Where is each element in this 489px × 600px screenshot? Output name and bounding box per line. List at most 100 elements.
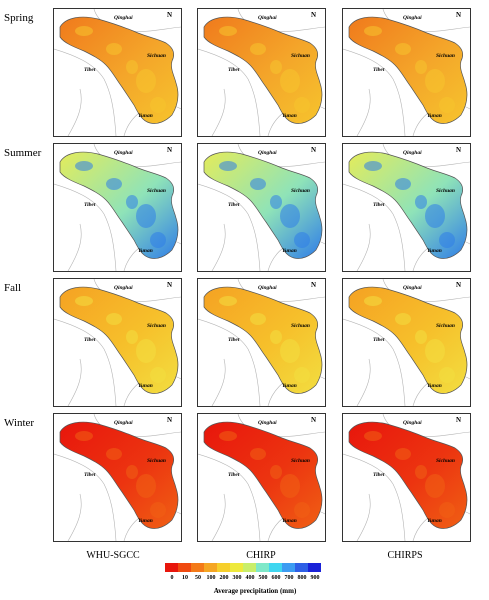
- legend-break-label: 200: [219, 575, 229, 581]
- province-label-yunan: Yunan: [282, 383, 297, 389]
- legend-swatch: [230, 563, 243, 572]
- province-label-sichuan: Sichuan: [147, 53, 166, 59]
- province-label-yunan: Yunan: [138, 383, 153, 389]
- map-panel-fall-whu-sgcc: Qinghai Sichuan Tibet Yunan N: [53, 278, 182, 407]
- province-boundary: [211, 223, 226, 271]
- basin-map: [198, 144, 325, 271]
- precip-patch: [136, 69, 156, 93]
- precip-patch: [270, 330, 282, 344]
- precip-patch: [364, 26, 382, 36]
- legend-swatch: [295, 563, 308, 572]
- precip-patch: [106, 43, 122, 55]
- season-label-winter: Winter: [4, 417, 35, 429]
- legend-break-label: 50: [195, 575, 201, 581]
- province-boundary: [198, 183, 261, 271]
- province-label-qinghai: Qinghai: [403, 285, 422, 291]
- precip-patch: [280, 69, 300, 93]
- legend-swatch: [308, 563, 321, 572]
- map-panel-summer-chirp: Qinghai Sichuan Tibet Yunan N: [197, 143, 326, 272]
- precip-patch: [75, 431, 93, 441]
- precip-patch: [106, 448, 122, 460]
- legend-break-label: 0: [170, 575, 174, 581]
- province-boundary: [67, 493, 82, 541]
- precip-patch: [219, 431, 237, 441]
- north-arrow-icon: N: [311, 416, 317, 424]
- legend-swatch: [217, 563, 230, 572]
- precip-patch: [415, 465, 427, 479]
- basin-map: [54, 144, 181, 271]
- basin-map: [54, 414, 181, 541]
- precip-patch: [250, 43, 266, 55]
- province-label-yunan: Yunan: [427, 383, 442, 389]
- precip-patch: [219, 161, 237, 171]
- legend-break-label: 100: [206, 575, 216, 581]
- basin-map: [198, 9, 325, 136]
- season-label-summer: Summer: [4, 147, 42, 159]
- season-label-spring: Spring: [4, 12, 34, 24]
- basin-shape: [348, 16, 468, 124]
- precip-patch: [439, 367, 455, 383]
- province-label-qinghai: Qinghai: [114, 285, 133, 291]
- precip-patch: [75, 161, 93, 171]
- province-label-tibet: Tibet: [228, 202, 240, 208]
- precip-patch: [219, 26, 237, 36]
- province-label-tibet: Tibet: [84, 337, 96, 343]
- province-label-sichuan: Sichuan: [147, 323, 166, 329]
- province-boundary: [343, 453, 406, 541]
- province-label-tibet: Tibet: [373, 67, 385, 73]
- legend-break-label: 500: [258, 575, 268, 581]
- precip-patch: [280, 474, 300, 498]
- province-boundary: [211, 493, 226, 541]
- north-arrow-icon: N: [311, 281, 317, 289]
- precip-patch: [150, 97, 166, 113]
- north-arrow-icon: N: [456, 416, 462, 424]
- province-boundary: [67, 358, 82, 406]
- precip-patch: [294, 97, 310, 113]
- precip-patch: [395, 448, 411, 460]
- province-label-qinghai: Qinghai: [258, 285, 277, 291]
- province-label-tibet: Tibet: [373, 202, 385, 208]
- basin-shape: [203, 151, 323, 259]
- north-arrow-icon: N: [311, 146, 317, 154]
- province-label-qinghai: Qinghai: [258, 15, 277, 21]
- legend-swatch: [165, 563, 178, 572]
- precip-patch: [136, 339, 156, 363]
- precip-patch: [270, 465, 282, 479]
- legend-break-label: 10: [182, 575, 188, 581]
- province-label-qinghai: Qinghai: [114, 420, 133, 426]
- province-boundary: [67, 223, 82, 271]
- precip-patch: [439, 97, 455, 113]
- province-label-sichuan: Sichuan: [291, 188, 310, 194]
- province-label-tibet: Tibet: [84, 67, 96, 73]
- province-boundary: [343, 183, 406, 271]
- precip-patch: [395, 178, 411, 190]
- precip-patch: [270, 195, 282, 209]
- province-label-tibet: Tibet: [373, 472, 385, 478]
- precip-patch: [250, 178, 266, 190]
- map-panel-winter-whu-sgcc: Qinghai Sichuan Tibet Yunan N: [53, 413, 182, 542]
- precip-patch: [126, 465, 138, 479]
- province-boundary: [54, 183, 117, 271]
- province-label-sichuan: Sichuan: [436, 458, 455, 464]
- product-label-whu-sgcc: WHU-SGCC: [86, 550, 140, 561]
- province-label-yunan: Yunan: [138, 248, 153, 254]
- precip-patch: [219, 296, 237, 306]
- province-boundary: [343, 48, 406, 136]
- north-arrow-icon: N: [456, 281, 462, 289]
- province-label-tibet: Tibet: [228, 67, 240, 73]
- map-panel-winter-chirps: Qinghai Sichuan Tibet Yunan N: [342, 413, 471, 542]
- precip-patch: [425, 474, 445, 498]
- north-arrow-icon: N: [167, 416, 173, 424]
- north-arrow-icon: N: [311, 11, 317, 19]
- province-boundary: [356, 88, 371, 136]
- precip-patch: [75, 26, 93, 36]
- legend-break-label: 900: [310, 575, 320, 581]
- basin-shape: [203, 286, 323, 394]
- province-label-yunan: Yunan: [427, 248, 442, 254]
- province-label-yunan: Yunan: [427, 518, 442, 524]
- province-label-sichuan: Sichuan: [147, 188, 166, 194]
- precip-patch: [270, 60, 282, 74]
- basin-shape: [59, 421, 179, 529]
- precip-patch: [439, 232, 455, 248]
- basin-map: [343, 9, 470, 136]
